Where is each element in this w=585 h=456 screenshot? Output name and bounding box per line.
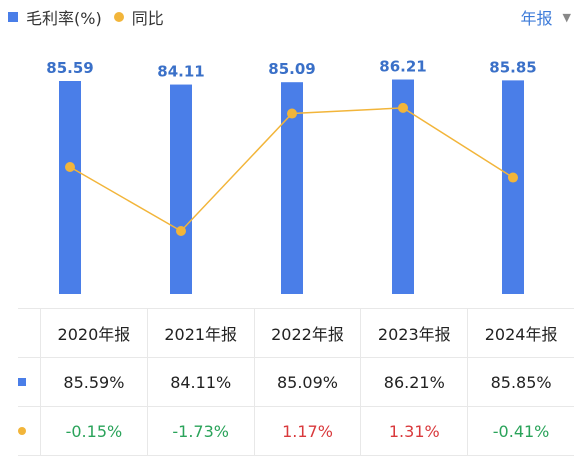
value-cell: 85.09% [253, 358, 361, 406]
yoy-point-2024年报 [508, 172, 518, 183]
yoy-point-2021年报 [176, 225, 186, 236]
bar-value-label: 85.59 [46, 59, 93, 77]
bar-legend-marker [8, 12, 18, 22]
bar-series-icon [18, 378, 26, 386]
period-selector[interactable]: 年报 ▼ [521, 6, 571, 28]
legend-label-yoy: 同比 [131, 9, 164, 28]
yoy-cell: 1.17% [253, 407, 361, 455]
data-table: 2020年报 2021年报 2022年报 2023年报 2024年报 85.59… [18, 308, 574, 456]
header-cell: 2023年报 [360, 309, 467, 357]
bar-2024年报 [502, 80, 524, 294]
bar-value-label: 86.21 [379, 58, 426, 76]
chart-area: 85.59 84.11 85.09 86.21 85.85 [46, 58, 537, 295]
bar-2020年报 [59, 81, 81, 294]
chart-legend: 毛利率(%) 同比 [8, 6, 164, 28]
bar-value-label: 85.09 [268, 60, 315, 78]
header-cell: 2020年报 [40, 309, 147, 357]
yoy-cell: 1.31% [360, 407, 467, 455]
header-cell: 2024年报 [467, 309, 574, 357]
row-marker [18, 358, 40, 406]
line-series-icon [18, 427, 26, 435]
header-marker-spacer [18, 309, 40, 357]
chevron-down-icon: ▼ [562, 10, 571, 24]
yoy-cell: -0.41% [467, 407, 574, 455]
row-marker [18, 407, 40, 455]
bar-2021年报 [170, 84, 192, 294]
yoy-cell: -1.73% [146, 407, 254, 455]
line-legend-marker [113, 12, 124, 22]
value-cell: 85.85% [467, 358, 574, 406]
bar-2022年报 [281, 82, 303, 294]
bar-value-label: 85.85 [489, 58, 536, 76]
value-cell: 86.21% [360, 358, 467, 406]
table-row-gross-margin: 85.59% 84.11% 85.09% 86.21% 85.85% [18, 358, 574, 407]
yoy-point-2020年报 [65, 162, 75, 172]
yoy-point-2022年报 [287, 108, 297, 119]
legend-label-gross-margin: 毛利率(%) [26, 9, 102, 28]
value-cell: 84.11% [146, 358, 254, 406]
value-cell: 85.59% [40, 358, 147, 406]
header-cell: 2022年报 [253, 309, 361, 357]
table-header-row: 2020年报 2021年报 2022年报 2023年报 2024年报 [18, 309, 574, 358]
bar-2023年报 [392, 79, 414, 295]
yoy-cell: -0.15% [40, 407, 147, 455]
table-row-yoy: -0.15% -1.73% 1.17% 1.31% -0.41% [18, 407, 574, 456]
header-cell: 2021年报 [146, 309, 254, 357]
yoy-point-2023年报 [398, 102, 408, 113]
bar-value-label: 84.11 [157, 63, 204, 81]
period-selector-label: 年报 [520, 9, 553, 28]
